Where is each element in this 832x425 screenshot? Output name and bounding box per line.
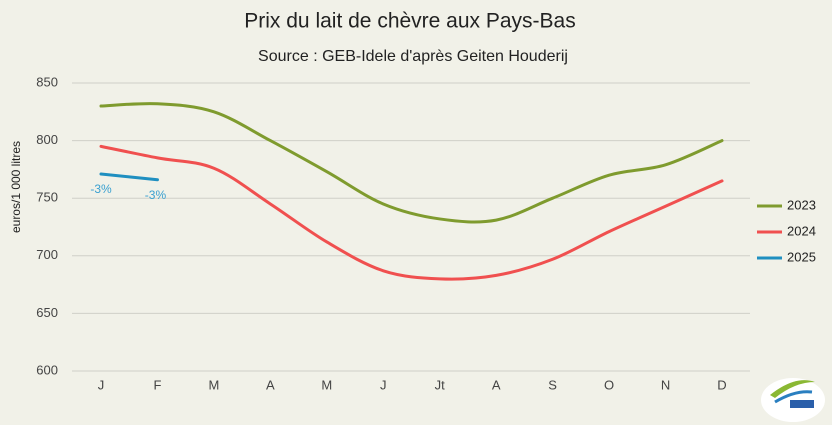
x-tick-label: J (98, 377, 105, 392)
legend-label: 2024 (787, 223, 816, 238)
x-tick-label: J (380, 377, 387, 392)
x-tick-label: S (548, 377, 557, 392)
chart-title: Prix du lait de chèvre aux Pays-Bas (244, 10, 576, 33)
legend-label: 2025 (787, 249, 816, 264)
x-tick-label: Jt (435, 377, 446, 392)
y-tick-label: 650 (36, 305, 58, 320)
chart-subtitle: Source : GEB-Idele d'après Geiten Houder… (258, 48, 568, 65)
x-tick-label: M (208, 377, 219, 392)
x-tick-label: A (266, 377, 275, 392)
x-tick-label: N (661, 377, 670, 392)
y-tick-label: 700 (36, 247, 58, 262)
value-label: -3% (145, 188, 167, 202)
x-tick-label: A (492, 377, 501, 392)
x-tick-label: F (153, 377, 161, 392)
logo (761, 378, 825, 422)
line-series (99, 144, 724, 281)
line-series (99, 102, 724, 224)
y-tick-label: 750 (36, 190, 58, 205)
y-axis-label: euros/1 000 litres (9, 141, 23, 233)
line-series (99, 172, 159, 182)
y-tick-label: 600 (36, 362, 58, 377)
x-tick-label: M (321, 377, 332, 392)
y-tick-label: 850 (36, 74, 58, 89)
x-tick-label: D (717, 377, 726, 392)
legend-label: 2023 (787, 197, 816, 212)
y-tick-label: 800 (36, 132, 58, 147)
value-label: -3% (90, 182, 112, 196)
x-tick-label: O (604, 377, 614, 392)
